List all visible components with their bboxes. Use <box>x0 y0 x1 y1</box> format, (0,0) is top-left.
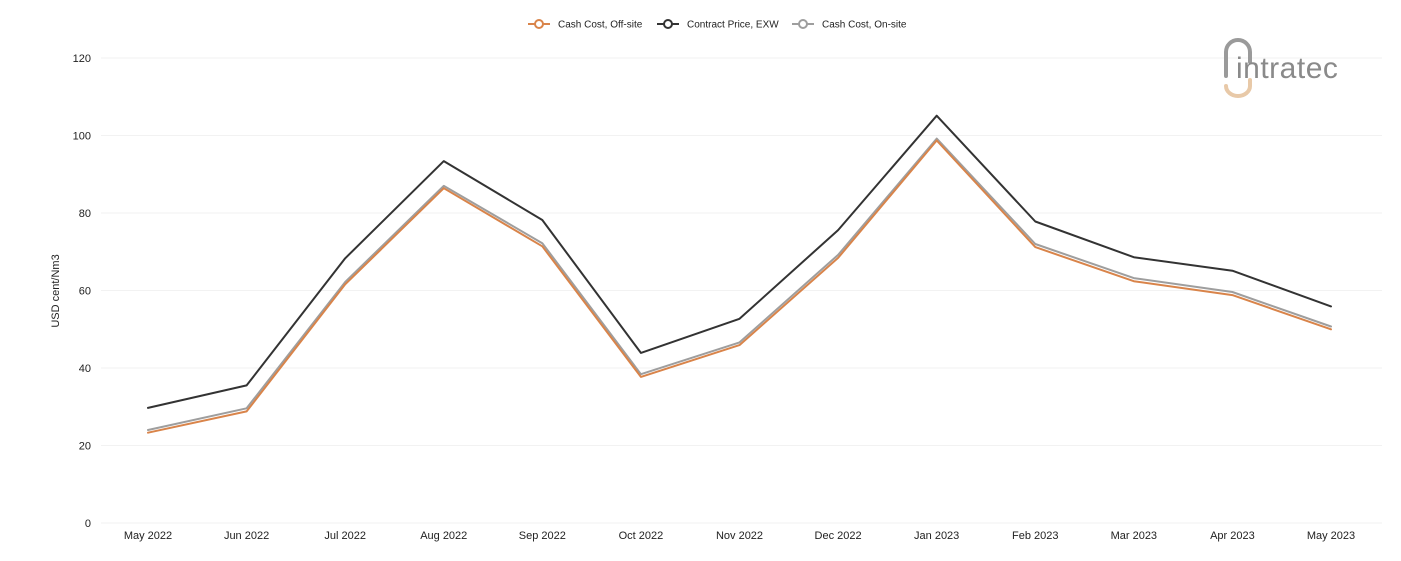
y-tick-label: 20 <box>79 441 91 453</box>
legend-label: Cash Cost, On-site <box>822 20 907 31</box>
series-line-2 <box>147 137 1332 431</box>
legend-label: Cash Cost, Off-site <box>558 20 643 31</box>
x-tick-label: Mar 2023 <box>1111 530 1157 542</box>
intratec-logo: intratec <box>1224 38 1338 98</box>
x-tick-label: Feb 2023 <box>1012 530 1058 542</box>
intratec-logo-icon <box>1224 38 1252 98</box>
legend-item[interactable]: Cash Cost, Off-site <box>528 19 643 31</box>
y-axis-label: USD cent/Nm3 <box>50 254 62 327</box>
logo-text: intratec <box>1236 52 1338 85</box>
y-tick-label: 100 <box>73 131 91 143</box>
gridlines <box>101 57 1382 524</box>
y-tick-label: 0 <box>85 518 91 530</box>
x-tick-label: Sep 2022 <box>519 530 566 542</box>
series-line-0 <box>147 139 1332 434</box>
legend-label: Contract Price, EXW <box>687 20 779 31</box>
legend: Cash Cost, Off-site Contract Price, EXW Ca… <box>528 19 907 31</box>
x-tick-label: Dec 2022 <box>815 530 862 542</box>
x-tick-label: Apr 2023 <box>1210 530 1255 542</box>
x-tick-label: Nov 2022 <box>716 530 763 542</box>
legend-item[interactable]: Contract Price, EXW <box>657 19 779 31</box>
legend-swatch-marker <box>534 19 544 29</box>
y-tick-label: 40 <box>79 363 91 375</box>
y-tick-label: 80 <box>79 208 91 220</box>
x-tick-label: May 2022 <box>124 530 172 542</box>
x-tick-label: Jun 2022 <box>224 530 269 542</box>
legend-swatch-marker <box>798 19 808 29</box>
x-tick-label: Jul 2022 <box>324 530 366 542</box>
y-tick-label: 60 <box>79 286 91 298</box>
x-tick-label: Jan 2023 <box>914 530 959 542</box>
legend-swatch-marker <box>663 19 673 29</box>
series-line-1 <box>147 114 1332 409</box>
x-tick-label: Oct 2022 <box>619 530 664 542</box>
y-axis-ticks: 0 20 40 60 80 100 120 <box>73 53 91 530</box>
x-tick-label: May 2023 <box>1307 530 1355 542</box>
series-lines <box>147 114 1332 434</box>
x-axis-ticks: May 2022 Jun 2022 Jul 2022 Aug 2022 Sep 2022… <box>124 530 1355 542</box>
legend-item[interactable]: Cash Cost, On-site <box>792 19 907 31</box>
y-tick-label: 120 <box>73 53 91 65</box>
x-tick-label: Aug 2022 <box>420 530 467 542</box>
